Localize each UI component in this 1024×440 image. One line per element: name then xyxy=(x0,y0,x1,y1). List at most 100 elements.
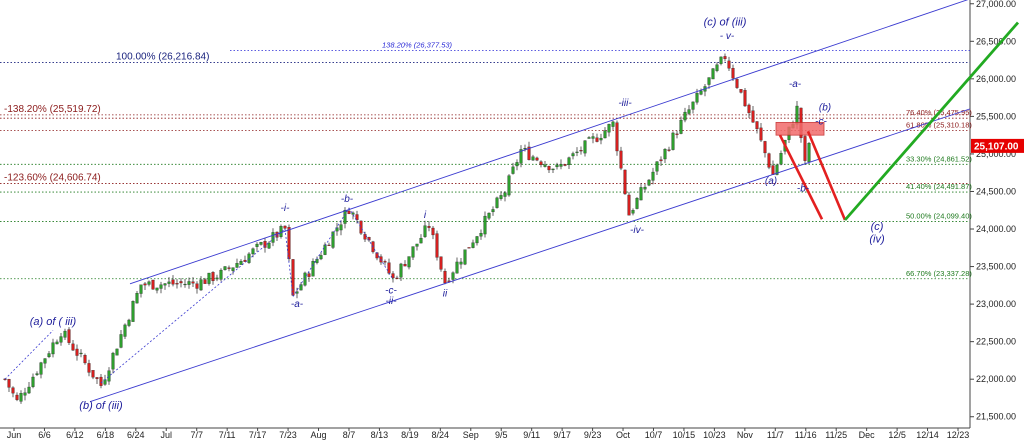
candle-body xyxy=(415,243,419,247)
candle-body xyxy=(175,283,179,285)
candle-body xyxy=(135,293,139,304)
candle-body xyxy=(387,262,391,274)
candle-body xyxy=(19,393,23,402)
candle-body xyxy=(435,233,439,258)
candle-body xyxy=(399,263,403,278)
candle-body xyxy=(119,334,123,348)
candle-body xyxy=(603,130,607,139)
y-tick-label: 25,500.00 xyxy=(976,111,1016,121)
candle-body xyxy=(503,192,507,197)
candle-body xyxy=(695,93,699,103)
last-price-label: 25,107.00 xyxy=(974,141,1019,152)
candle-body xyxy=(187,281,191,285)
candle-body xyxy=(231,267,235,271)
candle-body xyxy=(527,146,531,160)
wave-label: (c) of (iii) xyxy=(704,17,747,29)
candle-body xyxy=(483,215,487,235)
candle-body xyxy=(71,343,75,351)
candle-body xyxy=(343,209,347,224)
wave-label: -a- xyxy=(789,79,802,90)
candle-body xyxy=(351,212,355,215)
candle-body xyxy=(775,164,779,175)
candle-body xyxy=(383,261,387,263)
candle-body xyxy=(667,149,671,151)
candle-body xyxy=(723,56,727,59)
candle-body xyxy=(195,283,199,289)
fib-level-label: 100.00% (26,216.84) xyxy=(116,52,209,63)
x-tick-label: 6/24 xyxy=(127,430,145,440)
wave-label: (iv) xyxy=(869,234,885,246)
candle-body xyxy=(731,68,735,79)
x-tick-label: 8/7 xyxy=(343,430,356,440)
projection-down-line xyxy=(806,130,847,221)
candle-body xyxy=(487,212,491,219)
fib-level-label: -138.20% (25,519.72) xyxy=(4,104,101,115)
candle-body xyxy=(495,197,499,208)
candle-body xyxy=(35,373,39,375)
x-tick-label: 12/5 xyxy=(888,430,906,440)
candle-body xyxy=(443,271,447,284)
candle-body xyxy=(355,214,359,220)
candle-body xyxy=(579,150,583,152)
candle-body xyxy=(395,277,399,279)
wave-label: -b- xyxy=(341,194,354,205)
candle-body xyxy=(159,284,163,289)
candle-body xyxy=(743,90,747,107)
candle-body xyxy=(255,243,259,247)
candle-body xyxy=(299,284,303,291)
candle-body xyxy=(759,127,763,141)
candle-body xyxy=(235,263,239,268)
candle-body xyxy=(679,119,683,134)
fib-level-label: 138.20% (26,377.53) xyxy=(382,40,453,49)
candle-body xyxy=(491,209,495,213)
candle-body xyxy=(795,105,799,125)
candle-body xyxy=(223,266,227,270)
x-tick-label: 10/7 xyxy=(645,430,663,440)
candle-body xyxy=(251,248,255,255)
wave-connector-line xyxy=(292,207,350,297)
wave-label: (a) of ( iii) xyxy=(30,316,77,328)
candle-body xyxy=(111,352,115,370)
candle-body xyxy=(423,225,427,237)
candle-body xyxy=(739,89,743,93)
x-tick-label: 9/11 xyxy=(523,430,540,440)
candle-body xyxy=(259,242,263,245)
candle-body xyxy=(691,101,695,110)
x-tick-label: 9/23 xyxy=(584,430,602,440)
wave-label: -c- xyxy=(815,117,827,128)
candle-body xyxy=(239,260,243,265)
x-tick-label: 6/18 xyxy=(97,430,115,440)
candle-body xyxy=(391,273,395,279)
x-tick-label: Dec xyxy=(859,430,876,440)
candle-body xyxy=(7,379,11,388)
fib-level-label: 50.00% (24,099.40) xyxy=(906,212,972,221)
candle-body xyxy=(571,153,575,157)
candle-body xyxy=(95,377,99,379)
candle-body xyxy=(687,109,691,114)
candle-body xyxy=(459,261,463,265)
y-tick-label: 27,000.00 xyxy=(976,0,1016,9)
candle-body xyxy=(291,259,295,296)
candle-body xyxy=(419,237,423,244)
wave-label: -i- xyxy=(281,203,291,214)
wave-label: -b- xyxy=(797,183,810,194)
target-zone-box xyxy=(775,121,825,136)
candle-body xyxy=(227,267,231,269)
candle-body xyxy=(675,133,679,135)
y-tick-label: 23,500.00 xyxy=(976,262,1016,272)
candle-body xyxy=(427,226,431,228)
candle-body xyxy=(463,249,467,265)
candle-body xyxy=(735,79,739,88)
candle-body xyxy=(155,287,159,291)
y-tick-label: 22,000.00 xyxy=(976,374,1016,384)
candle-body xyxy=(199,279,203,291)
fib-level-label: 61.80% (25,310.18) xyxy=(906,121,972,130)
x-tick-label: 12/23 xyxy=(947,430,970,440)
candle-body xyxy=(139,284,143,294)
candle-body xyxy=(655,161,659,172)
candle-body xyxy=(683,111,687,121)
candle-body xyxy=(151,279,155,290)
candle-body xyxy=(203,279,207,284)
candle-body xyxy=(439,256,443,270)
projection-down-line xyxy=(778,134,824,220)
